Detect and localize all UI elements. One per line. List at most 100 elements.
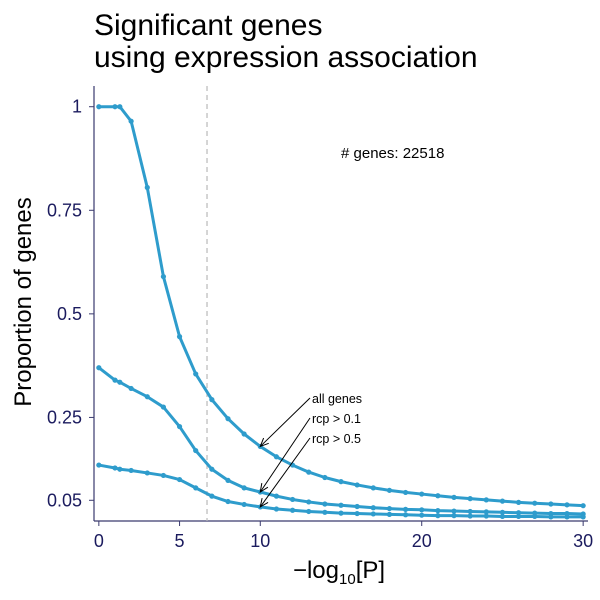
data-point	[402, 506, 409, 512]
data-point	[112, 104, 118, 110]
data-point	[499, 509, 506, 515]
data-point	[451, 508, 457, 514]
data-point	[354, 503, 360, 510]
data-point	[386, 505, 393, 512]
data-point	[338, 510, 344, 516]
x-tick-label: 30	[573, 531, 593, 551]
data-point	[273, 506, 280, 512]
data-point	[160, 273, 167, 280]
data-point	[435, 508, 441, 514]
data-point	[338, 479, 344, 485]
annotation-arrowhead	[259, 497, 269, 508]
data-point	[306, 508, 312, 515]
data-point	[144, 394, 150, 400]
data-point	[144, 184, 150, 191]
data-point	[435, 513, 441, 519]
gene-count-label: # genes: 22518	[341, 145, 444, 162]
data-point	[160, 472, 167, 479]
series-line-2	[98, 463, 584, 519]
data-point	[241, 485, 247, 491]
data-point	[144, 470, 150, 476]
data-point	[176, 334, 183, 340]
y-tick-label: 0.25	[47, 407, 82, 427]
series-group	[96, 104, 586, 520]
series-line-0	[98, 105, 584, 508]
annotation-arrowhead	[259, 483, 269, 494]
data-point	[532, 500, 538, 506]
chart-title-line-2: using expression association	[94, 41, 478, 74]
x-axis-label-subscript: 10	[339, 571, 356, 588]
axis-ticks: 0 5 10 20 30 0.05 0.25 0.5 0.75 1	[47, 97, 593, 551]
data-point	[241, 431, 247, 437]
x-axis-label: −log10[P]	[293, 557, 385, 588]
data-point	[483, 509, 489, 515]
series-annotations: all genes rcp > 0.1 rcp > 0.5	[259, 392, 362, 508]
data-point	[483, 497, 489, 503]
data-point	[386, 487, 393, 493]
data-point	[580, 514, 586, 520]
data-point	[112, 377, 118, 383]
data-point	[96, 104, 102, 110]
x-tick-label: 20	[412, 531, 432, 551]
data-point	[128, 118, 134, 124]
y-tick-label: 0.5	[57, 304, 82, 324]
data-point	[451, 494, 457, 500]
data-point	[354, 510, 360, 517]
data-point	[96, 365, 102, 371]
data-point	[117, 466, 123, 472]
data-point	[419, 491, 425, 497]
chart-title-line-1: Significant genes	[94, 9, 323, 42]
data-point	[306, 469, 312, 475]
data-point	[225, 498, 231, 505]
data-point	[370, 505, 376, 511]
data-point	[515, 499, 522, 505]
annotation-arrowhead	[259, 437, 269, 448]
x-axis-label-prefix: −log	[293, 557, 339, 584]
annotation-label: all genes	[312, 392, 362, 406]
data-point	[96, 462, 102, 468]
data-point	[273, 454, 280, 460]
data-point	[548, 501, 554, 507]
data-point	[499, 513, 506, 520]
annotation-arrow	[259, 417, 311, 493]
data-point	[548, 514, 554, 520]
data-point	[402, 489, 409, 496]
data-point	[580, 503, 586, 509]
data-point	[209, 397, 215, 403]
data-point	[241, 501, 247, 508]
data-point	[402, 512, 409, 518]
data-point	[515, 510, 522, 516]
data-point	[483, 513, 489, 519]
data-point	[515, 513, 522, 520]
annotation-label: rcp > 0.5	[312, 432, 361, 446]
data-point	[225, 416, 231, 422]
data-point	[322, 501, 328, 507]
data-point	[289, 496, 296, 503]
data-point	[176, 476, 183, 483]
data-point	[273, 493, 280, 499]
annotation-arrow	[259, 397, 311, 447]
data-point	[225, 477, 231, 483]
data-point	[370, 485, 376, 491]
data-point	[419, 512, 425, 518]
data-point	[338, 502, 344, 508]
data-point	[193, 371, 199, 377]
data-point	[306, 499, 312, 505]
data-point	[112, 465, 118, 471]
data-point	[209, 493, 215, 499]
data-point	[117, 379, 123, 385]
data-point	[322, 509, 328, 515]
data-point	[435, 493, 441, 499]
data-point	[499, 498, 506, 504]
series-line-1	[97, 366, 584, 516]
data-point	[117, 104, 123, 110]
data-point	[176, 423, 183, 430]
data-point	[467, 513, 473, 519]
data-point	[289, 507, 296, 513]
y-tick-label: 0.05	[47, 490, 82, 510]
data-point	[128, 385, 134, 392]
data-point	[451, 513, 457, 519]
data-point	[467, 508, 473, 515]
x-tick-label: 10	[250, 531, 270, 551]
